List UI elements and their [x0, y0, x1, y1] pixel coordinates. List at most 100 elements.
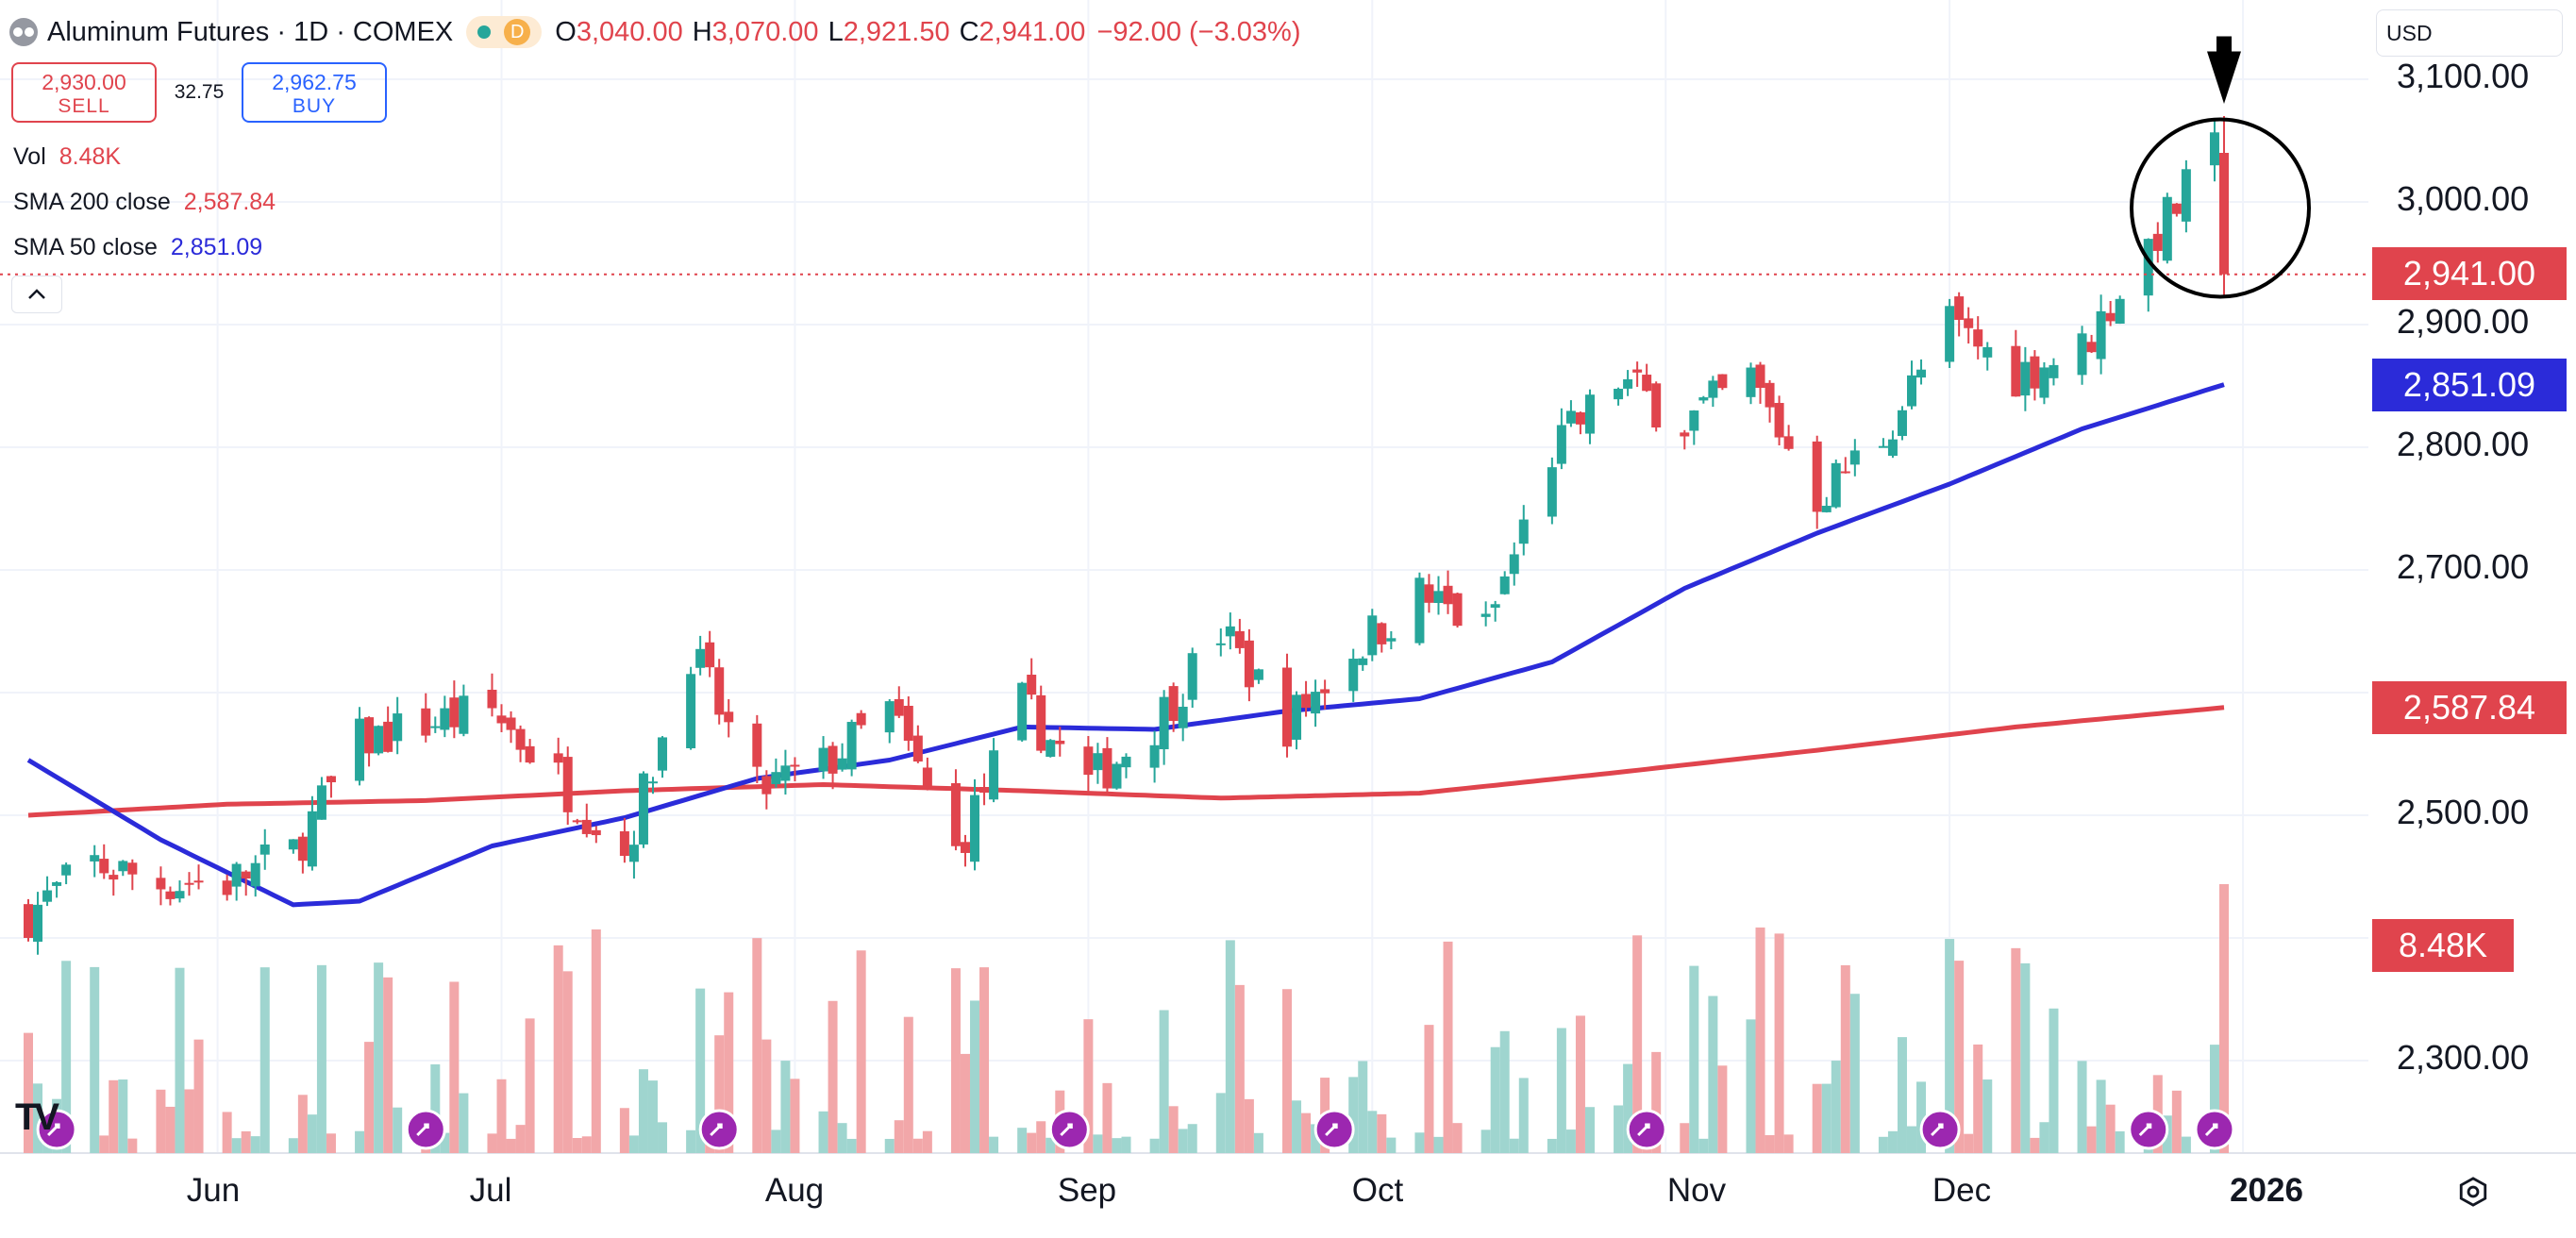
candle-body [884, 701, 895, 733]
candle-body [393, 713, 403, 742]
ohlc-open-value: 3,040.00 [576, 16, 683, 47]
candle-body [695, 648, 706, 668]
sma50-legend-value: 2,851.09 [170, 234, 263, 260]
candle-body [2049, 364, 2059, 378]
sell-button[interactable]: 2,930.00 SELL [11, 62, 157, 123]
volume-legend-value: 8.48K [59, 143, 122, 170]
candle-body [24, 904, 33, 938]
event-arrow-glyph [416, 1123, 429, 1137]
candle-body [1584, 394, 1595, 434]
buy-button[interactable]: 2,962.75 BUY [242, 62, 387, 123]
volume-bar [1045, 1137, 1056, 1153]
volume-bar [1358, 1061, 1368, 1153]
sma200-legend[interactable]: SMA 200 close 2,587.84 [13, 189, 276, 216]
sma200-legend-value: 2,587.84 [183, 189, 276, 215]
event-arrow-glyph [1931, 1123, 1944, 1137]
candle-body [1831, 462, 1841, 508]
collapse-legend-button[interactable] [11, 276, 62, 313]
candle-body [1849, 450, 1860, 465]
sma50-legend[interactable]: SMA 50 close 2,851.09 [13, 234, 262, 261]
volume-bar [1452, 1123, 1463, 1153]
ohlc-close-label: C [959, 16, 979, 47]
volume-bar [1017, 1128, 1028, 1153]
volume-bar [393, 1107, 403, 1153]
volume-bar [1027, 1132, 1037, 1153]
volume-bar [241, 1130, 251, 1153]
candle-body [1945, 306, 1955, 362]
volume-bar [1433, 1136, 1444, 1153]
candle-body [1433, 591, 1444, 604]
dividend-event-icon [405, 1109, 446, 1150]
volume-bar [950, 968, 961, 1153]
symbol-title[interactable]: Aluminum Futures · 1D · COMEX [47, 16, 454, 47]
volume-bar [1698, 1138, 1709, 1153]
candle-body [1821, 506, 1832, 512]
candle-body [1112, 763, 1122, 789]
volume-bar [686, 1129, 696, 1153]
sma200-line [27, 705, 2225, 818]
sma50-legend-label: SMA 50 close [13, 234, 158, 260]
candle-body [894, 698, 904, 716]
candle-body [638, 773, 648, 845]
volume-bar [1575, 1015, 1585, 1153]
time-tick: Dec [1932, 1172, 1992, 1209]
tradingview-logo-icon[interactable]: TV [15, 1096, 59, 1138]
symbol-logo-icon [9, 18, 38, 46]
candle-body [1698, 397, 1709, 401]
candle-body [912, 735, 923, 762]
time-tick: Jun [186, 1172, 241, 1209]
candle-body [326, 776, 336, 783]
market-status-pill[interactable]: D [466, 16, 543, 48]
volume-bar [1755, 927, 1765, 1153]
candle-body [1565, 410, 1576, 424]
volume-bar [912, 1138, 923, 1153]
volume-bar [1102, 1082, 1112, 1153]
candle-body [780, 765, 791, 781]
volume-bar [459, 1093, 469, 1153]
settings-gear-icon[interactable] [2457, 1176, 2489, 1208]
time-tick: Jul [469, 1172, 512, 1209]
dividend-event-icon [1313, 1109, 1355, 1150]
candle-body [1480, 613, 1491, 617]
candle-body [2143, 239, 2153, 296]
volume-bar [1982, 1079, 1993, 1153]
candle-body [307, 811, 317, 867]
volume-bar [165, 1106, 176, 1153]
candle-body [2105, 312, 2116, 322]
ohlc-close-value: 2,941.00 [979, 16, 1086, 47]
candle-body [1755, 364, 1765, 389]
candle-body [1964, 318, 1974, 328]
candle-body [1509, 554, 1519, 575]
candle-body [1055, 740, 1065, 744]
volume-bar [1916, 1081, 1927, 1153]
volume-legend[interactable]: Vol 8.48K [13, 143, 121, 171]
volume-bar [960, 1053, 970, 1153]
candle-body [1452, 593, 1463, 627]
volume-bar [1689, 965, 1699, 1153]
candle-body [1149, 744, 1160, 768]
sell-label: SELL [58, 95, 110, 117]
volume-bar [1708, 995, 1718, 1153]
candle-body [562, 757, 573, 812]
candle-body [297, 836, 308, 862]
sell-price: 2,930.00 [42, 70, 126, 94]
sma200-legend-label: SMA 200 close [13, 189, 171, 215]
volume-bar [1556, 1028, 1566, 1153]
currency-select[interactable]: USD [2376, 9, 2563, 57]
candle-body [515, 728, 526, 750]
candle-body [127, 862, 138, 875]
volume-bar [846, 1138, 857, 1153]
candle-body [1812, 441, 1822, 512]
volume-bar [2077, 1061, 2087, 1153]
candle-body [316, 785, 326, 820]
candle-body [2152, 233, 2163, 251]
volume-bar [1897, 1037, 1907, 1153]
ohlc-low-value: 2,921.50 [843, 16, 950, 47]
volume-bar [1840, 964, 1850, 1153]
candle-body [1547, 467, 1557, 517]
volume-bar [326, 1133, 336, 1153]
price-tick: 2,900.00 [2397, 302, 2530, 341]
candle-body [459, 695, 469, 734]
